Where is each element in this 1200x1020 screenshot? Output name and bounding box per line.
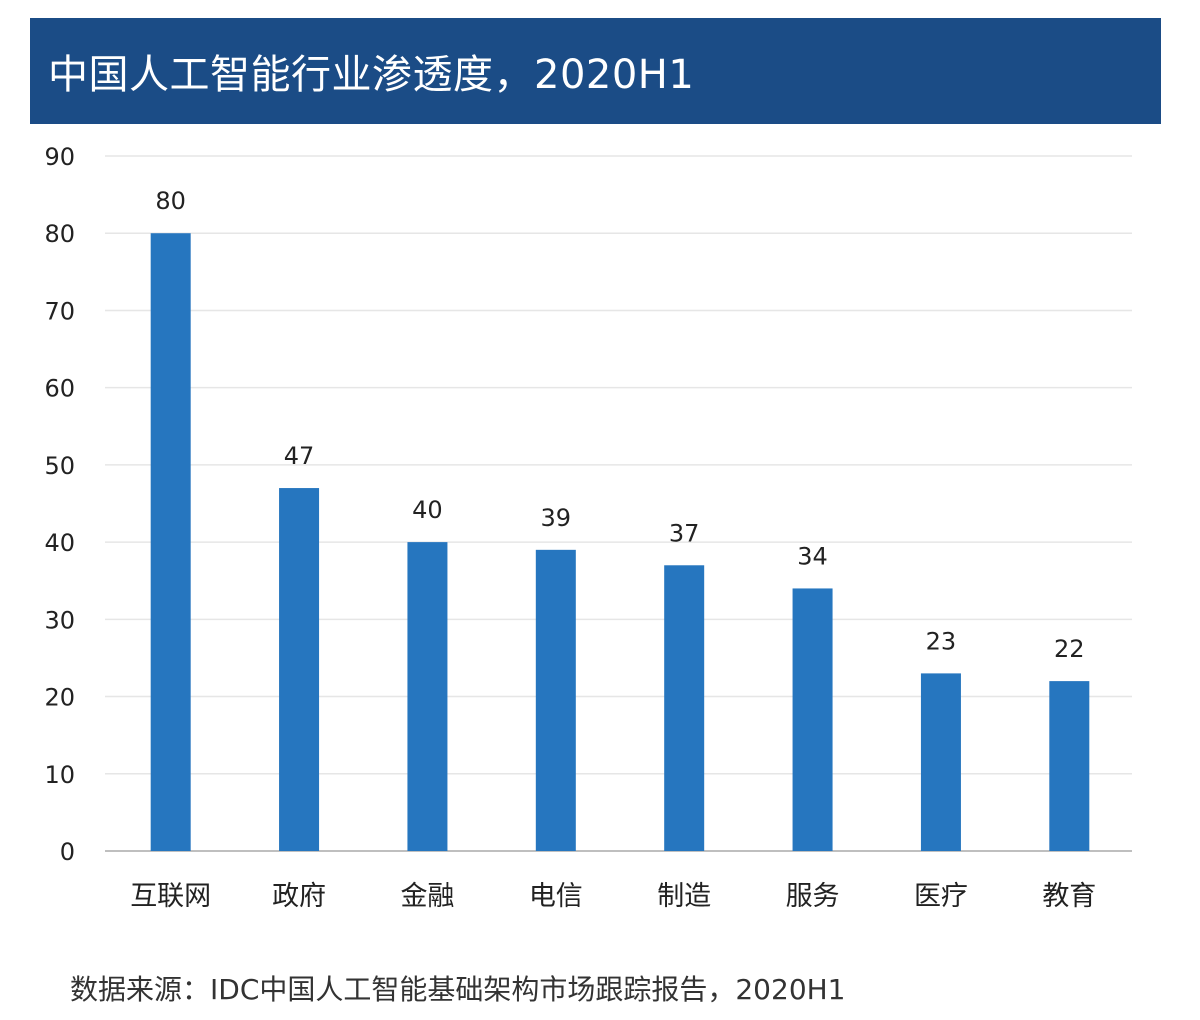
bar-政府: [279, 488, 320, 851]
x-axis-categories: 互联网 政府 金融 电信 制造 服务 医疗 教育: [130, 881, 1096, 912]
x-category-label: 服务: [786, 881, 840, 912]
bar-电信: [535, 549, 576, 851]
data-label: 23: [926, 627, 957, 655]
bar-金融: [407, 542, 448, 851]
gridlines: [105, 155, 1132, 852]
x-category-label: 互联网: [130, 881, 211, 912]
y-tick-label: 40: [44, 529, 75, 557]
data-label: 39: [541, 504, 572, 532]
bars: [150, 233, 1090, 851]
data-label: 80: [155, 187, 186, 215]
source-note: 数据来源：IDC中国人工智能基础架构市场跟踪报告，2020H1: [70, 973, 846, 1006]
y-tick-label: 50: [44, 452, 75, 480]
x-category-label: 医疗: [914, 881, 968, 912]
y-axis-ticks: 0 10 20 30 40 50 60 70 80 90: [44, 143, 75, 866]
y-tick-label: 0: [60, 838, 75, 866]
y-tick-label: 10: [44, 761, 75, 789]
data-labels: 80 47 40 39 37 34 23 22: [155, 187, 1084, 663]
chart-title: 中国人工智能行业渗透度，2020H1: [48, 52, 695, 98]
y-tick-label: 70: [44, 297, 75, 325]
x-category-label: 制造: [657, 881, 711, 912]
data-label: 47: [284, 442, 315, 470]
bar-互联网: [150, 233, 191, 851]
bar-医疗: [920, 673, 961, 851]
data-label: 40: [412, 496, 443, 524]
title-bar: 中国人工智能行业渗透度，2020H1: [30, 18, 1161, 124]
x-category-label: 金融: [400, 881, 454, 912]
data-label: 22: [1054, 635, 1085, 663]
x-category-label: 教育: [1042, 881, 1096, 912]
y-tick-label: 20: [44, 684, 75, 712]
bar-制造: [664, 565, 705, 851]
bar-教育: [1049, 681, 1090, 851]
data-label: 34: [797, 542, 828, 570]
bar-服务: [792, 588, 833, 851]
y-tick-label: 30: [44, 606, 75, 634]
x-category-label: 政府: [272, 881, 326, 912]
x-category-label: 电信: [529, 881, 583, 912]
data-label: 37: [669, 519, 700, 547]
y-tick-label: 80: [44, 220, 75, 248]
y-tick-label: 60: [44, 375, 75, 403]
y-tick-label: 90: [44, 143, 75, 171]
